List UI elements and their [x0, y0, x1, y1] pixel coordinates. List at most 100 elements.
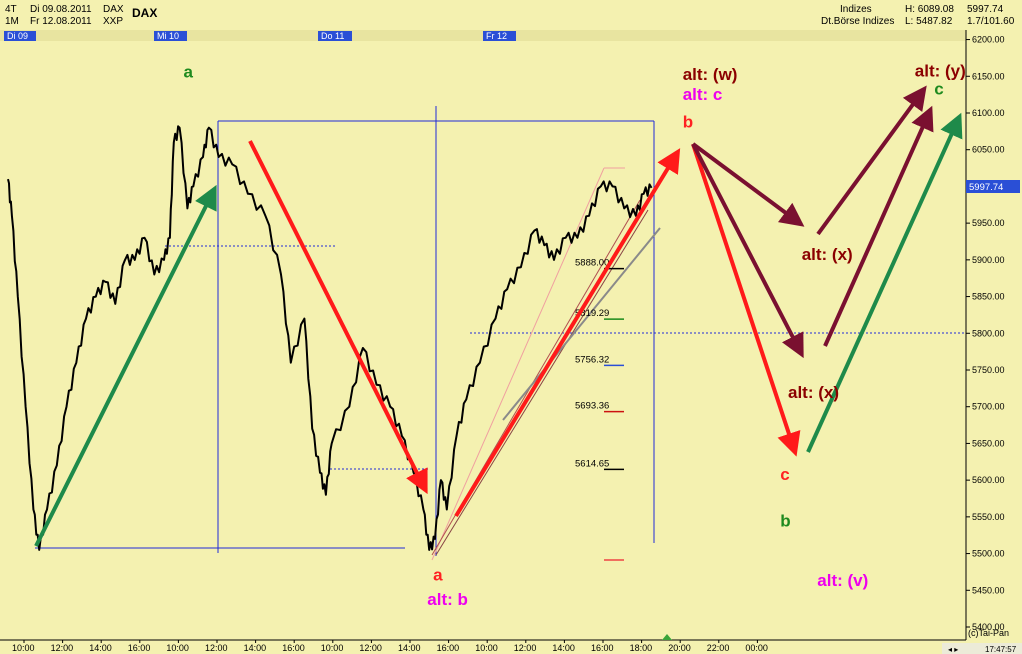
fan-line [502, 227, 661, 421]
x-tick-label: 12:00 [51, 643, 74, 653]
fib-level-label: 5614.65 [575, 458, 609, 469]
wave-label: b [683, 113, 693, 132]
wave-arrow [816, 85, 927, 236]
wave-arrows [34, 85, 963, 547]
wave-label: a [184, 63, 194, 82]
fan-line [435, 209, 649, 556]
header-exchange-code: XXP [103, 16, 123, 27]
header-low: L: 5487.82 [905, 16, 953, 27]
y-tick-label: 5900.00 [972, 255, 1005, 265]
y-tick-label: 5850.00 [972, 292, 1005, 302]
header-instrument: DAX [132, 6, 157, 20]
wave-arrow [691, 142, 805, 227]
day-labels: Di 09 Mi 10 Do 11 Fr 12 [4, 31, 516, 41]
wave-label: b [780, 511, 790, 530]
y-tick-label: 5600.00 [972, 475, 1005, 485]
wave-label: c [934, 80, 943, 99]
day-label-box [483, 31, 516, 41]
header-strip [0, 0, 1022, 30]
x-tick-label: 20:00 [668, 643, 691, 653]
y-tick-label: 5500.00 [972, 549, 1005, 559]
y-tick-label: 5700.00 [972, 402, 1005, 412]
x-tick-label: 18:00 [630, 643, 653, 653]
wave-arrow [34, 184, 217, 547]
y-axis: 5400.00 5450.00 5500.00 5550.00 5600.00 5650.… [966, 35, 1005, 632]
header-high: H: 6089.08 [905, 4, 954, 15]
current-price-tag: 5997.74 [969, 182, 1003, 193]
wave-arrow [454, 148, 681, 518]
header-ratio: 1.7/101.60 [967, 16, 1015, 27]
header-timeframe: 4T [5, 4, 17, 15]
fib-level-label: 5693.36 [575, 401, 609, 412]
wave-arrow [691, 143, 801, 457]
now-marker-icon [662, 634, 672, 640]
wave-label: alt: (y) [915, 61, 966, 80]
y-tick-label: 5450.00 [972, 585, 1005, 595]
y-tick-label: 5800.00 [972, 328, 1005, 338]
y-tick-label: 5650.00 [972, 438, 1005, 448]
price-series-line [7, 125, 653, 551]
x-tick-label: 10:00 [12, 643, 35, 653]
x-tick-label: 12:00 [359, 643, 382, 653]
header-exchange-name: Dt.Börse Indizes [821, 16, 894, 27]
y-tick-label: 5550.00 [972, 512, 1005, 522]
wave-label: alt: b [427, 590, 468, 609]
y-tick-label: 6200.00 [972, 35, 1005, 45]
header-category: Indizes [840, 4, 872, 15]
header-date-to: Fr 12.08.2011 [30, 16, 92, 27]
x-tick-label: 16:00 [591, 643, 614, 653]
day-label: Do 11 [321, 31, 344, 41]
wave-label: alt: (w) [683, 65, 738, 84]
fib-level-label: 5819.29 [575, 308, 609, 319]
day-label-box [318, 31, 352, 41]
day-label-box [154, 31, 187, 41]
status-bar [942, 643, 1022, 654]
x-tick-label: 00:00 [745, 643, 768, 653]
day-label: Mi 10 [157, 31, 179, 41]
day-label: Di 09 [7, 31, 28, 41]
x-tick-label: 12:00 [205, 643, 228, 653]
y-tick-label: 5400.00 [972, 622, 1005, 632]
wave-arrow [806, 112, 963, 453]
x-tick-label: 14:00 [89, 643, 112, 653]
clock: 17:47:57 [985, 645, 1017, 654]
x-tick-label: 22:00 [707, 643, 730, 653]
wave-arrow [691, 143, 804, 359]
header-last-price: 5997.74 [967, 4, 1004, 15]
fib-level-label: 5756.32 [575, 354, 609, 365]
wave-label: alt: c [683, 85, 723, 104]
x-tick-label: 16:00 [282, 643, 305, 653]
x-tick-label: 10:00 [321, 643, 344, 653]
wave-label: a [433, 566, 443, 585]
x-tick-label: 10:00 [166, 643, 189, 653]
wave-arrow [823, 105, 934, 347]
fib-levels: 5888.00 5819.29 5756.32 5693.36 5614.65 [575, 258, 624, 561]
scroll-arrows-icon[interactable]: ◂ ▸ [948, 645, 958, 654]
x-tick-label: 14:00 [244, 643, 267, 653]
y-tick-label: 6150.00 [972, 71, 1005, 81]
wave-label: c [780, 465, 789, 484]
wave-label: alt: (x) [802, 245, 853, 264]
y-tick-label: 6100.00 [972, 108, 1005, 118]
wave-arrow [248, 140, 428, 495]
y-tick-label: 6050.00 [972, 145, 1005, 155]
x-tick-label: 10:00 [475, 643, 498, 653]
x-tick-label: 16:00 [437, 643, 460, 653]
y-tick-label: 5950.00 [972, 218, 1005, 228]
y-tick-label: 5750.00 [972, 365, 1005, 375]
x-axis: 10:00 12:00 14:00 16:00 10:00 12:00 14:00 16:00… [12, 640, 768, 653]
x-tick-label: 14:00 [398, 643, 421, 653]
fib-level-label: 5888.00 [575, 258, 609, 269]
day-label: Fr 12 [486, 31, 507, 41]
day-label-box [4, 31, 36, 41]
structure-lines [35, 106, 966, 556]
header-date-from: Di 09.08.2011 [30, 4, 92, 15]
x-tick-label: 16:00 [128, 643, 151, 653]
x-tick-label: 14:00 [552, 643, 575, 653]
copyright: (c)Tai-Pan [968, 628, 1009, 638]
current-price-tag-box [966, 180, 1020, 193]
wave-label: alt: (v) [817, 571, 868, 590]
header-period: 1M [5, 16, 19, 27]
